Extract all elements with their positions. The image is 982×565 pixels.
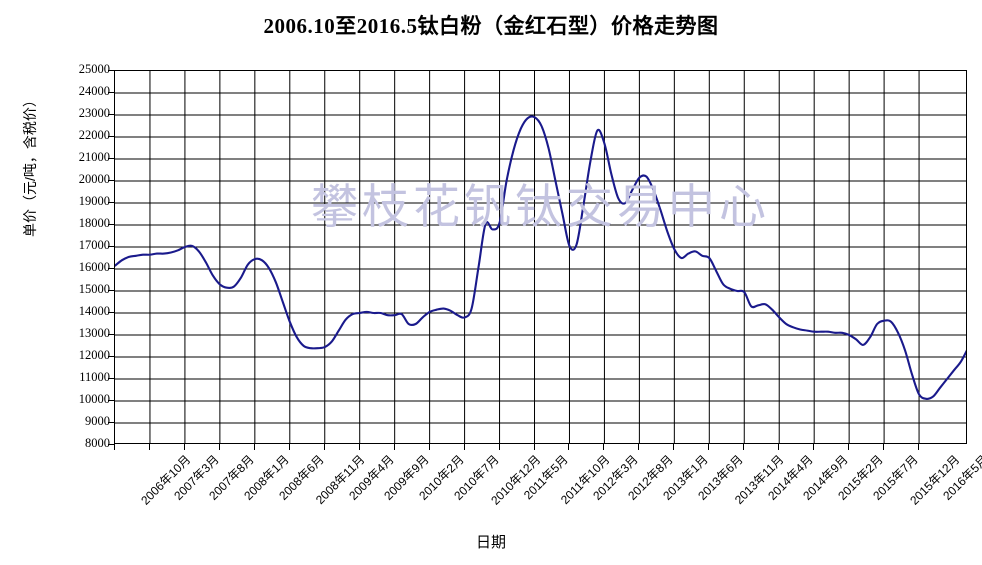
x-axis-tick-mark bbox=[114, 444, 115, 450]
y-axis-tick-mark bbox=[108, 246, 115, 247]
x-axis-tick-mark bbox=[568, 444, 570, 450]
x-axis-tick-mark bbox=[148, 444, 150, 450]
y-axis-tick-mark bbox=[108, 114, 115, 115]
x-axis-tick-mark bbox=[918, 444, 920, 450]
x-axis-tick-mark bbox=[638, 444, 640, 450]
y-axis-tick-label: 24000 bbox=[78, 84, 110, 98]
y-axis-tick-label: 8000 bbox=[85, 436, 110, 450]
y-axis-tick-mark bbox=[108, 92, 115, 93]
y-axis-tick-label: 21000 bbox=[78, 150, 110, 164]
y-axis-tick-mark bbox=[108, 268, 115, 269]
y-axis-tick-mark bbox=[108, 400, 115, 401]
y-axis-tick-labels: 25000 24000 23000 22000 21000 20000 19000 18000… bbox=[32, 0, 110, 565]
y-axis-tick-label: 12000 bbox=[78, 348, 110, 362]
y-axis-tick-label: 15000 bbox=[78, 282, 110, 296]
x-axis-title: 日期 bbox=[475, 534, 506, 551]
y-axis-tick-label: 18000 bbox=[78, 216, 110, 230]
x-axis-tick-mark bbox=[848, 444, 850, 450]
x-axis-tick-mark bbox=[813, 444, 815, 450]
y-axis-tick-label: 19000 bbox=[78, 194, 110, 208]
y-axis-tick-mark bbox=[108, 378, 115, 379]
y-axis-tick-label: 23000 bbox=[78, 106, 110, 120]
y-axis-tick-mark bbox=[108, 136, 115, 137]
x-axis-tick-mark bbox=[603, 444, 605, 450]
plot-area bbox=[114, 70, 967, 444]
x-axis-tick-mark bbox=[183, 444, 185, 450]
y-axis-tick-mark bbox=[108, 334, 115, 335]
chart-gridlines bbox=[115, 71, 966, 443]
x-axis-tick-mark bbox=[498, 444, 500, 450]
y-axis-tick-mark bbox=[108, 444, 115, 445]
y-axis-tick-mark bbox=[108, 180, 115, 181]
y-axis-tick-label: 10000 bbox=[78, 392, 110, 406]
x-axis-tick-mark bbox=[428, 444, 430, 450]
y-axis-tick-mark bbox=[108, 70, 115, 71]
x-axis-tick-mark bbox=[393, 444, 395, 450]
chart-title: 2006.10至2016.5钛白粉（金红石型）价格走势图 bbox=[263, 14, 719, 38]
y-axis-tick-mark bbox=[108, 158, 115, 159]
x-axis-tick-mark bbox=[358, 444, 360, 450]
y-axis-tick-label: 16000 bbox=[78, 260, 110, 274]
y-axis-tick-label: 14000 bbox=[78, 304, 110, 318]
x-axis-tick-mark bbox=[218, 444, 220, 450]
y-axis-tick-mark bbox=[108, 202, 115, 203]
y-axis-tick-label: 22000 bbox=[78, 128, 110, 142]
x-axis-tick-mark bbox=[463, 444, 465, 450]
x-axis-tick-mark bbox=[288, 444, 290, 450]
y-axis-tick-mark bbox=[108, 422, 115, 423]
y-axis-tick-mark bbox=[108, 312, 115, 313]
y-axis-tick-label: 13000 bbox=[78, 326, 110, 340]
y-axis-tick-mark bbox=[108, 356, 115, 357]
x-axis-tick-mark bbox=[533, 444, 535, 450]
y-axis-tick-mark bbox=[108, 224, 115, 225]
y-axis-tick-mark bbox=[108, 290, 115, 291]
x-axis-tick-mark bbox=[673, 444, 675, 450]
y-axis-tick-label: 9000 bbox=[85, 414, 110, 428]
x-axis-tick-mark bbox=[778, 444, 780, 450]
y-axis-ticks bbox=[108, 0, 116, 565]
x-axis-tick-mark bbox=[883, 444, 885, 450]
y-axis-tick-label: 17000 bbox=[78, 238, 110, 252]
x-axis-tick-mark bbox=[708, 444, 710, 450]
x-axis-tick-mark bbox=[253, 444, 255, 450]
price-line-series bbox=[115, 115, 966, 400]
y-axis-tick-label: 25000 bbox=[78, 62, 110, 76]
x-axis-tick-mark bbox=[323, 444, 325, 450]
y-axis-tick-label: 20000 bbox=[78, 172, 110, 186]
x-axis-tick-mark bbox=[743, 444, 745, 450]
y-axis-tick-label: 11000 bbox=[79, 370, 110, 384]
